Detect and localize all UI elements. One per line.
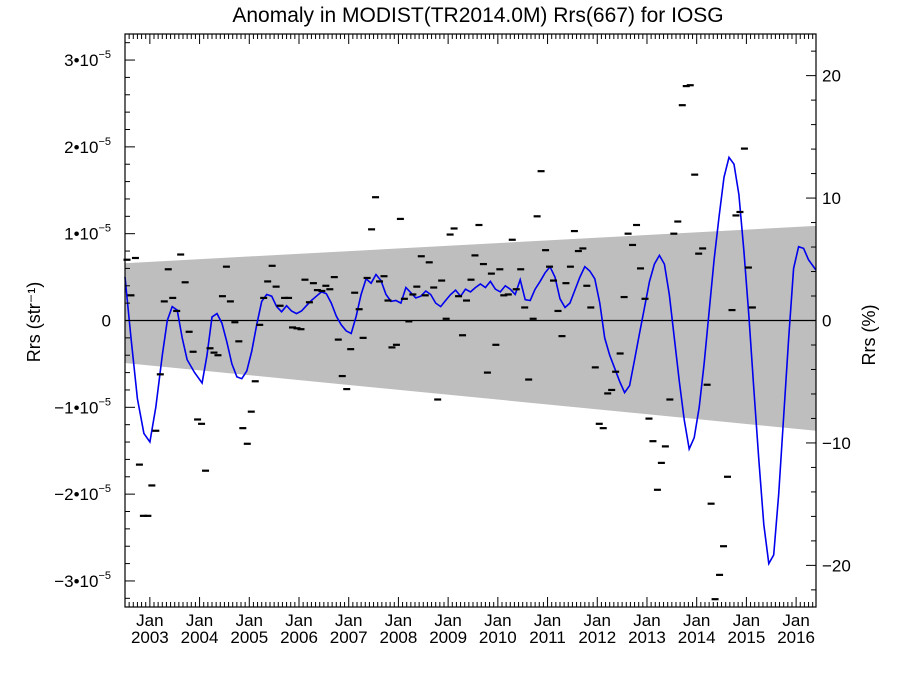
x-tick-label-year: 2011 bbox=[529, 628, 566, 647]
y-tick-label-right: 20 bbox=[822, 67, 841, 86]
y-tick-label-left: −2•10−5 bbox=[54, 483, 111, 504]
x-tick-label-year: 2010 bbox=[479, 628, 517, 647]
x-tick-label-year: 2016 bbox=[777, 628, 815, 647]
y-tick-label-left: 0 bbox=[102, 312, 111, 331]
y-tick-label-right: −20 bbox=[822, 556, 851, 575]
x-tick-label-month: Jan bbox=[285, 611, 312, 630]
y-tick-label-left: −1•10−5 bbox=[54, 396, 111, 417]
x-tick-label-year: 2007 bbox=[330, 628, 368, 647]
x-tick-label-year: 2004 bbox=[181, 628, 219, 647]
chart-title: Anomaly in MODIST(TR2014.0M) Rrs(667) fo… bbox=[232, 4, 723, 27]
x-tick-label-year: 2014 bbox=[678, 628, 716, 647]
y-tick-label-left: −3•10−5 bbox=[54, 570, 111, 591]
x-tick-label-month: Jan bbox=[782, 611, 809, 630]
x-tick-label-month: Jan bbox=[335, 611, 362, 630]
smoothed-series-line bbox=[124, 155, 817, 567]
x-tick-label-month: Jan bbox=[186, 611, 213, 630]
x-tick-label-year: 2003 bbox=[131, 628, 169, 647]
x-tick-label-year: 2008 bbox=[380, 628, 418, 647]
x-tick-label-month: Jan bbox=[584, 611, 611, 630]
x-tick-label-year: 2013 bbox=[628, 628, 666, 647]
x-tick-label-month: Jan bbox=[136, 611, 163, 630]
x-tick-label-year: 2005 bbox=[230, 628, 268, 647]
y-tick-label-left: 1•10−5 bbox=[64, 223, 111, 244]
x-tick-label-year: 2012 bbox=[578, 628, 616, 647]
y-tick-label-right: 0 bbox=[822, 312, 831, 331]
x-tick-label-month: Jan bbox=[484, 611, 511, 630]
confidence-band bbox=[125, 225, 816, 431]
x-tick-label-month: Jan bbox=[434, 611, 461, 630]
x-tick-label-month: Jan bbox=[633, 611, 660, 630]
x-tick-label-month: Jan bbox=[236, 611, 263, 630]
x-tick-label-year: 2009 bbox=[429, 628, 467, 647]
x-tick-label-month: Jan bbox=[534, 611, 561, 630]
x-tick-label-month: Jan bbox=[683, 611, 710, 630]
y-axis-left-label: Rrs (str⁻¹) bbox=[24, 282, 44, 362]
y-axis-right-label: Rrs (%) bbox=[859, 305, 879, 366]
y-tick-label-right: −10 bbox=[822, 434, 851, 453]
y-tick-label-right: 10 bbox=[822, 189, 841, 208]
x-tick-label-month: Jan bbox=[385, 611, 412, 630]
plot-area: Jan2003Jan2004Jan2005Jan2006Jan2007Jan20… bbox=[54, 33, 851, 647]
x-tick-label-year: 2015 bbox=[727, 628, 765, 647]
x-tick-label-month: Jan bbox=[733, 611, 760, 630]
y-tick-label-left: 2•10−5 bbox=[64, 136, 111, 157]
x-tick-label-year: 2006 bbox=[280, 628, 318, 647]
y-tick-label-left: 3•10−5 bbox=[64, 49, 111, 70]
